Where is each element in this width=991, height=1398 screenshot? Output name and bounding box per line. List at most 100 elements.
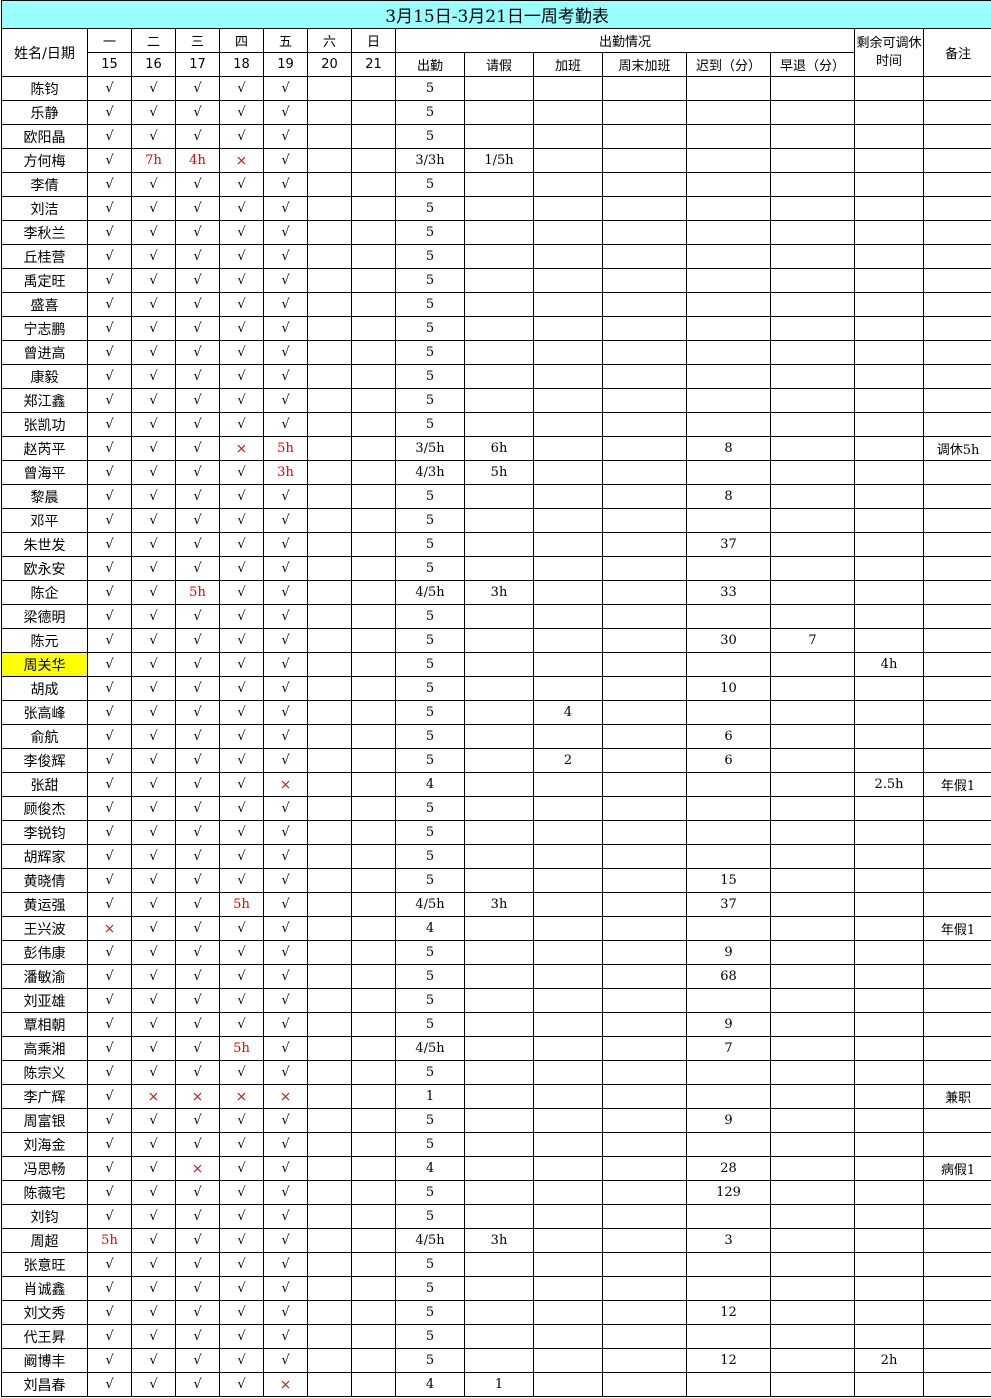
leave-cell[interactable] <box>464 1012 534 1037</box>
weekend-overtime-cell[interactable] <box>602 532 687 557</box>
remaining-leave-cell[interactable] <box>854 292 924 317</box>
remarks-cell[interactable] <box>922 316 991 341</box>
day-cell[interactable] <box>307 844 352 869</box>
overtime-cell[interactable] <box>533 1060 603 1085</box>
leave-cell[interactable] <box>464 1348 534 1373</box>
leave-cell[interactable]: 5h <box>464 460 534 485</box>
leave-cell[interactable] <box>464 220 534 245</box>
late-minutes-cell[interactable] <box>686 268 771 293</box>
early-leave-minutes-cell[interactable] <box>770 892 855 917</box>
present-check-icon[interactable]: √ <box>219 1060 264 1085</box>
present-check-icon[interactable]: √ <box>175 124 220 149</box>
absent-cross-icon[interactable]: × <box>131 1084 176 1109</box>
present-check-icon[interactable]: √ <box>87 1252 132 1277</box>
weekend-overtime-cell[interactable] <box>602 1180 687 1205</box>
remaining-leave-cell[interactable] <box>854 676 924 701</box>
present-check-icon[interactable]: √ <box>175 244 220 269</box>
attendance-cell[interactable]: 5 <box>395 364 465 389</box>
day-cell[interactable] <box>351 484 396 509</box>
present-check-icon[interactable]: √ <box>263 676 308 701</box>
leave-cell[interactable] <box>464 820 534 845</box>
attendance-cell[interactable]: 4/5h <box>395 1036 465 1061</box>
remaining-leave-cell[interactable] <box>854 508 924 533</box>
leave-cell[interactable] <box>464 604 534 629</box>
day-cell[interactable] <box>351 796 396 821</box>
early-leave-minutes-cell[interactable] <box>770 1108 855 1133</box>
remaining-leave-cell[interactable] <box>854 244 924 269</box>
overtime-cell[interactable] <box>533 964 603 989</box>
leave-cell[interactable] <box>464 1084 534 1109</box>
weekend-overtime-cell[interactable] <box>602 460 687 485</box>
attendance-cell[interactable]: 5 <box>395 604 465 629</box>
day-cell[interactable] <box>351 724 396 749</box>
present-check-icon[interactable]: √ <box>263 1252 308 1277</box>
present-check-icon[interactable]: √ <box>131 1324 176 1349</box>
present-check-icon[interactable]: √ <box>131 1108 176 1133</box>
present-check-icon[interactable]: √ <box>219 988 264 1013</box>
day-cell[interactable]: 4h <box>175 148 220 173</box>
attendance-cell[interactable]: 5 <box>395 1276 465 1301</box>
attendance-cell[interactable]: 5 <box>395 532 465 557</box>
remarks-cell[interactable] <box>922 724 991 749</box>
day-cell[interactable]: 5h <box>219 892 264 917</box>
day-cell[interactable] <box>351 1132 396 1157</box>
present-check-icon[interactable]: √ <box>87 700 132 725</box>
day-cell[interactable] <box>307 1252 352 1277</box>
present-check-icon[interactable]: √ <box>175 364 220 389</box>
present-check-icon[interactable]: √ <box>263 196 308 221</box>
present-check-icon[interactable]: √ <box>87 772 132 797</box>
present-check-icon[interactable]: √ <box>87 1372 132 1397</box>
present-check-icon[interactable]: √ <box>219 1252 264 1277</box>
late-minutes-cell[interactable] <box>686 1324 771 1349</box>
remaining-leave-cell[interactable] <box>854 868 924 893</box>
present-check-icon[interactable]: √ <box>219 628 264 653</box>
present-check-icon[interactable]: √ <box>219 244 264 269</box>
weekend-overtime-cell[interactable] <box>602 1012 687 1037</box>
weekend-overtime-cell[interactable] <box>602 628 687 653</box>
late-minutes-cell[interactable] <box>686 1060 771 1085</box>
day-cell[interactable] <box>307 76 352 101</box>
day-cell[interactable] <box>351 580 396 605</box>
present-check-icon[interactable]: √ <box>131 508 176 533</box>
early-leave-minutes-cell[interactable] <box>770 484 855 509</box>
overtime-cell[interactable] <box>533 556 603 581</box>
remarks-cell[interactable] <box>922 148 991 173</box>
late-minutes-cell[interactable] <box>686 460 771 485</box>
present-check-icon[interactable]: √ <box>263 844 308 869</box>
overtime-cell[interactable] <box>533 1180 603 1205</box>
weekend-overtime-cell[interactable] <box>602 1036 687 1061</box>
present-check-icon[interactable]: √ <box>87 364 132 389</box>
overtime-cell[interactable] <box>533 196 603 221</box>
attendance-cell[interactable]: 5 <box>395 196 465 221</box>
day-cell[interactable] <box>307 820 352 845</box>
present-check-icon[interactable]: √ <box>87 1132 132 1157</box>
leave-cell[interactable] <box>464 844 534 869</box>
present-check-icon[interactable]: √ <box>87 316 132 341</box>
remaining-leave-cell[interactable] <box>854 364 924 389</box>
weekend-overtime-cell[interactable] <box>602 1276 687 1301</box>
attendance-cell[interactable]: 5 <box>395 244 465 269</box>
day-cell[interactable] <box>351 1060 396 1085</box>
day-cell[interactable] <box>307 556 352 581</box>
day-cell[interactable] <box>351 100 396 125</box>
absent-cross-icon[interactable]: × <box>87 916 132 941</box>
remaining-leave-cell[interactable] <box>854 100 924 125</box>
overtime-cell[interactable]: 2 <box>533 748 603 773</box>
employee-name[interactable]: 郑江鑫 <box>1 388 88 413</box>
overtime-cell[interactable] <box>533 580 603 605</box>
late-minutes-cell[interactable]: 30 <box>686 628 771 653</box>
remaining-leave-cell[interactable]: 2.5h <box>854 772 924 797</box>
late-minutes-cell[interactable] <box>686 220 771 245</box>
weekend-overtime-cell[interactable] <box>602 700 687 725</box>
late-minutes-cell[interactable] <box>686 316 771 341</box>
present-check-icon[interactable]: √ <box>131 1060 176 1085</box>
employee-name[interactable]: 黎晨 <box>1 484 88 509</box>
present-check-icon[interactable]: √ <box>219 508 264 533</box>
present-check-icon[interactable]: √ <box>131 388 176 413</box>
late-minutes-cell[interactable] <box>686 820 771 845</box>
leave-cell[interactable] <box>464 100 534 125</box>
early-leave-minutes-cell[interactable] <box>770 1252 855 1277</box>
present-check-icon[interactable]: √ <box>219 1348 264 1373</box>
employee-name[interactable]: 曾海平 <box>1 460 88 485</box>
overtime-cell[interactable] <box>533 940 603 965</box>
